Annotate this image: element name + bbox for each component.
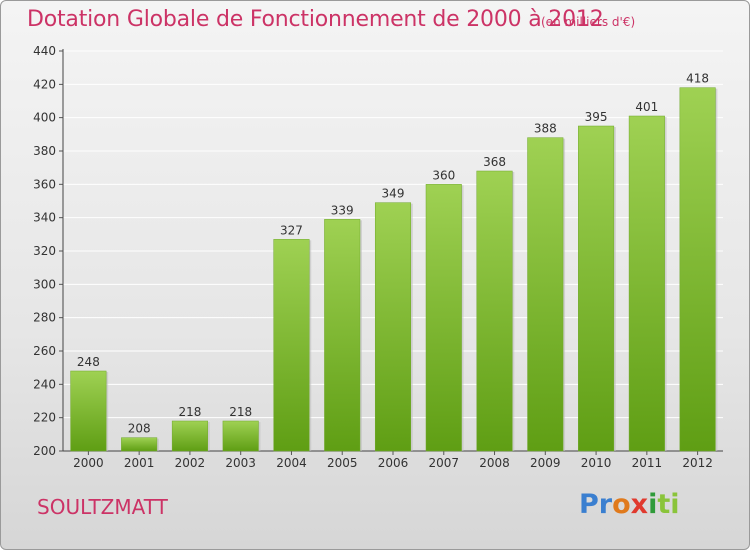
axis-layer: 200 220 240 260 280 300 320 340 360 380 400 420 440 2… bbox=[33, 44, 723, 470]
x-tick-label: 2006 bbox=[378, 456, 409, 470]
y-tick-label: 260 bbox=[33, 344, 56, 358]
bar-2010 bbox=[578, 125, 615, 452]
data-label: 401 bbox=[635, 100, 658, 114]
data-label: 218 bbox=[229, 405, 252, 419]
bar-2006 bbox=[374, 202, 412, 452]
x-tick-label: 2011 bbox=[632, 456, 663, 470]
bar-2005 bbox=[324, 219, 361, 452]
x-tick-label: 2012 bbox=[682, 456, 713, 470]
x-tick-label: 2007 bbox=[428, 456, 459, 470]
bar-2004 bbox=[273, 239, 310, 452]
bar-2001 bbox=[121, 437, 158, 452]
x-tick-label: 2000 bbox=[73, 456, 104, 470]
bar-2003 bbox=[222, 420, 259, 452]
y-tick-label: 420 bbox=[33, 77, 56, 91]
data-label: 395 bbox=[585, 110, 608, 124]
commune-name: SOULTZMATT bbox=[37, 495, 168, 519]
bar-2009 bbox=[527, 137, 564, 452]
bar-2011 bbox=[628, 115, 665, 452]
data-label: 388 bbox=[534, 122, 557, 136]
x-tick-label: 2009 bbox=[530, 456, 561, 470]
y-tick-label: 400 bbox=[33, 111, 56, 125]
logo-part-2: o bbox=[612, 489, 631, 520]
x-tick-label: 2008 bbox=[479, 456, 510, 470]
data-label: 368 bbox=[483, 155, 506, 169]
logo-part-5: ti bbox=[657, 489, 680, 520]
data-label: 418 bbox=[686, 72, 709, 86]
data-label: 339 bbox=[331, 203, 354, 217]
x-tick-label: 2003 bbox=[225, 456, 256, 470]
label-layer: 248 208 218 218 327 339 349 360 368 388 395 401 418 bbox=[77, 72, 709, 436]
bar-layer bbox=[70, 87, 718, 452]
proxiti-logo[interactable]: Proxiti bbox=[579, 489, 680, 520]
data-label: 248 bbox=[77, 355, 100, 369]
y-tick-label: 440 bbox=[33, 44, 56, 58]
data-label: 349 bbox=[382, 187, 405, 201]
y-tick-label: 240 bbox=[33, 377, 56, 391]
data-label: 218 bbox=[178, 405, 201, 419]
logo-part-4: i bbox=[648, 489, 658, 520]
y-tick-label: 220 bbox=[33, 411, 56, 425]
y-tick-label: 200 bbox=[33, 444, 56, 458]
y-tick-label: 360 bbox=[33, 177, 56, 191]
x-tick-label: 2001 bbox=[124, 456, 155, 470]
y-tick-label: 280 bbox=[33, 311, 56, 325]
bar-2000 bbox=[70, 370, 107, 452]
bar-2007 bbox=[425, 184, 462, 452]
x-tick-label: 2005 bbox=[327, 456, 358, 470]
y-tick-label: 320 bbox=[33, 244, 56, 258]
bar-2002 bbox=[171, 420, 208, 452]
y-tick-label: 380 bbox=[33, 144, 56, 158]
y-tick-label: 300 bbox=[33, 277, 56, 291]
data-label: 208 bbox=[128, 422, 151, 436]
data-label: 360 bbox=[432, 168, 455, 182]
bar-2012 bbox=[679, 87, 716, 452]
logo-part-1: Pr bbox=[579, 489, 613, 520]
x-tick-label: 2002 bbox=[175, 456, 206, 470]
x-tick-label: 2010 bbox=[581, 456, 612, 470]
x-tick-label: 2004 bbox=[276, 456, 307, 470]
logo-part-3: x bbox=[630, 489, 649, 520]
data-label: 327 bbox=[280, 223, 303, 237]
unit-label: (en milliers d'€) bbox=[541, 15, 636, 29]
bar-2008 bbox=[476, 170, 513, 452]
y-tick-label: 340 bbox=[33, 211, 56, 225]
chart-title: Dotation Globale de Fonctionnement de 20… bbox=[27, 7, 604, 32]
